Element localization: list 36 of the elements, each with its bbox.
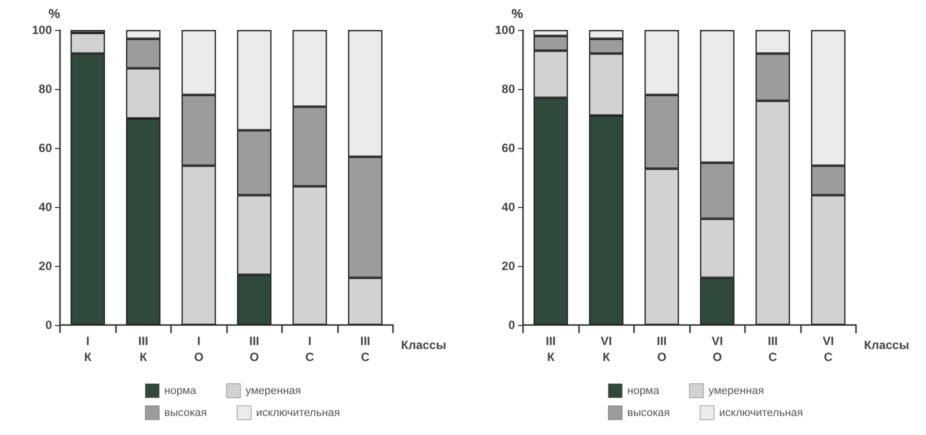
legend-label: высокая <box>627 406 670 419</box>
legend-label: норма <box>164 384 198 397</box>
y-tick-label: 60 <box>502 141 516 155</box>
y-tick-label: 0 <box>508 318 516 332</box>
y-tick-label: 20 <box>38 259 52 273</box>
x-tick-label: VI О <box>712 334 723 364</box>
legend-label: высокая <box>164 406 207 419</box>
x-axis-title: Классы <box>401 338 446 352</box>
x-tick-label: VI К <box>600 334 612 364</box>
legend-label: исключительная <box>256 406 340 419</box>
legend-label: норма <box>627 384 660 397</box>
y-tick-label: 20 <box>502 259 516 273</box>
y-tick-label: 60 <box>38 141 52 155</box>
x-tick-label: III С <box>360 334 370 364</box>
x-tick-label: III К <box>138 334 148 364</box>
x-tick-label: III О <box>249 334 260 364</box>
y-tick-label: 80 <box>38 82 52 96</box>
legend-label: исключительная <box>719 406 804 419</box>
x-tick-label: VI С <box>822 334 834 364</box>
y-axis-title: % <box>511 6 524 21</box>
y-tick-label: 0 <box>45 318 52 332</box>
x-tick-label: I О <box>194 334 204 364</box>
y-axis-title: % <box>48 6 60 21</box>
y-tick-label: 100 <box>32 23 52 37</box>
x-tick-label: I К <box>84 334 92 364</box>
x-tick-label: III К <box>546 334 556 364</box>
x-tick-label: III С <box>768 334 778 364</box>
legend-label: умеренная <box>245 384 302 397</box>
x-axis-title: Классы <box>864 338 910 352</box>
legend-label: умеренная <box>708 384 764 397</box>
x-tick-label: III О <box>656 334 667 364</box>
y-tick-label: 40 <box>38 200 52 214</box>
y-tick-label: 40 <box>502 200 516 214</box>
y-tick-label: 80 <box>502 82 516 96</box>
y-tick-label: 100 <box>494 23 516 37</box>
x-tick-label: I С <box>305 334 314 364</box>
